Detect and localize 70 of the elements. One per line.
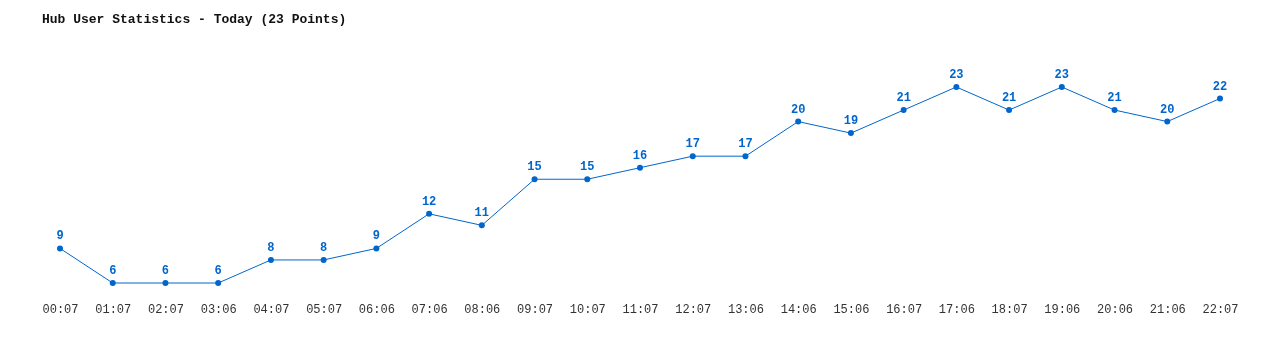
x-tick-label: 06:06 (358, 302, 395, 317)
x-tick-label: 04:07 (253, 302, 290, 317)
data-label: 6 (161, 264, 170, 278)
data-label: 23 (1054, 68, 1070, 82)
x-tick-label: 02:07 (147, 302, 184, 317)
point (1006, 107, 1013, 114)
data-label: 17 (685, 137, 700, 152)
data-label: 21 (896, 91, 911, 106)
point (584, 176, 591, 183)
point (57, 245, 63, 252)
x-tick-label: 07:06 (411, 302, 448, 317)
data-label: 21 (1107, 91, 1122, 106)
data-label: 6 (109, 264, 117, 278)
data-label: 15 (580, 160, 595, 175)
x-tick-label: 01:07 (95, 302, 132, 317)
x-tick-label: 17:06 (938, 302, 975, 317)
point (1217, 95, 1223, 102)
point (953, 84, 960, 90)
data-label: 6 (214, 264, 222, 278)
point (637, 164, 643, 171)
data-label: 9 (372, 229, 380, 244)
x-tick-label: 19:06 (1044, 302, 1081, 317)
point (900, 107, 907, 114)
x-tick-label: 05:07 (306, 302, 343, 317)
x-tick-label: 16:07 (886, 302, 923, 317)
point (1111, 107, 1118, 114)
data-label: 15 (527, 160, 542, 175)
data-label: 11 (474, 206, 490, 221)
data-label: 20 (790, 102, 806, 117)
point (478, 222, 485, 229)
x-tick-label: 11:07 (622, 302, 659, 317)
x-tick-label: 14:06 (780, 302, 817, 317)
chart-title: Hub User Statistics - Today (23 Points) (42, 12, 347, 27)
data-label: 16 (632, 148, 648, 163)
x-tick-label: 20:06 (1097, 302, 1134, 317)
x-tick-label: 13:06 (727, 302, 764, 317)
x-tick-label: 15:06 (833, 302, 870, 317)
data-label: 12 (421, 194, 437, 209)
point (215, 280, 222, 286)
point (267, 256, 274, 263)
data-label: 9 (56, 229, 64, 244)
x-tick-label: 08:06 (464, 302, 501, 317)
point (531, 176, 538, 183)
point (742, 153, 749, 160)
point (320, 256, 327, 263)
point (162, 280, 169, 286)
x-tick-label: 12:07 (675, 302, 712, 317)
data-label: 21 (1001, 91, 1017, 106)
point (109, 280, 116, 286)
x-tick-label: 21:06 (1149, 302, 1186, 317)
data-label: 8 (320, 240, 328, 255)
x-tick-label: 09:07 (517, 302, 554, 317)
point (426, 210, 433, 217)
x-tick-label: 22:07 (1202, 302, 1239, 317)
point (847, 130, 854, 137)
x-tick-label: 00:07 (42, 302, 79, 317)
point (689, 153, 696, 160)
point (795, 118, 802, 125)
data-label: 19 (843, 114, 859, 129)
data-label: 8 (267, 240, 275, 255)
point (373, 245, 380, 252)
data-label: 23 (949, 68, 964, 82)
data-label: 17 (738, 137, 753, 152)
point (1164, 118, 1171, 125)
data-label: 20 (1160, 102, 1175, 117)
point (1058, 84, 1065, 90)
x-tick-label: 03:06 (200, 302, 237, 317)
x-tick-label: 18:07 (991, 302, 1028, 317)
x-tick-label: 10:07 (569, 302, 606, 317)
data-label: 22 (1212, 79, 1228, 94)
